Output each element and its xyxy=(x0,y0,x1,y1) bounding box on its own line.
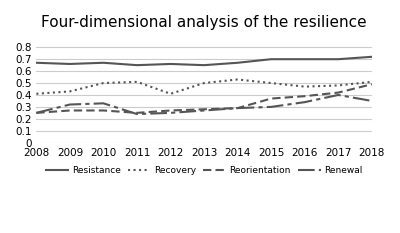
Legend: Resistance, Recovery, Reorientation, Renewal: Resistance, Recovery, Reorientation, Ren… xyxy=(42,163,366,179)
Title: Four-dimensional analysis of the resilience: Four-dimensional analysis of the resilie… xyxy=(41,15,367,30)
